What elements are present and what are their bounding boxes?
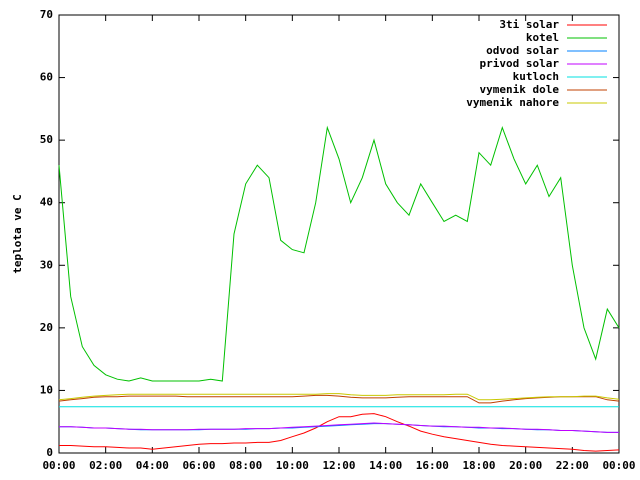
x-tick-label: 00:00 — [602, 459, 635, 472]
x-tick-label: 08:00 — [229, 459, 262, 472]
legend-label: privod solar — [480, 57, 560, 70]
series-line — [58, 394, 620, 404]
x-tick-label: 04:00 — [136, 459, 169, 472]
x-tick-label: 02:00 — [89, 459, 122, 472]
series-line — [59, 413, 620, 452]
series-line — [59, 422, 619, 433]
series-line — [58, 393, 620, 401]
y-tick-label: 10 — [40, 383, 53, 396]
x-tick-label: 06:00 — [182, 459, 215, 472]
legend-label: odvod solar — [486, 44, 559, 57]
x-tick-label: 22:00 — [556, 459, 589, 472]
legend-label: vymenik dole — [480, 83, 560, 96]
x-tick-label: 12:00 — [322, 459, 355, 472]
legend-label: vymenik nahore — [466, 96, 559, 109]
y-tick-label: 50 — [40, 133, 53, 146]
y-tick-label: 0 — [46, 446, 53, 459]
y-tick-label: 20 — [40, 321, 53, 334]
legend-label: kutloch — [513, 70, 559, 83]
x-tick-label: 14:00 — [369, 459, 402, 472]
series-line — [58, 125, 620, 382]
legend-label: kotel — [526, 31, 559, 44]
y-tick-label: 60 — [40, 71, 53, 84]
x-tick-label: 00:00 — [42, 459, 75, 472]
x-tick-label: 10:00 — [276, 459, 309, 472]
x-tick-label: 16:00 — [416, 459, 449, 472]
y-tick-label: 40 — [40, 196, 53, 209]
legend-label: 3ti solar — [499, 18, 559, 31]
x-tick-label: 18:00 — [462, 459, 495, 472]
y-axis-label: teplota ve C — [11, 194, 24, 273]
y-tick-label: 30 — [40, 258, 53, 271]
y-tick-label: 70 — [40, 8, 53, 21]
x-tick-label: 20:00 — [509, 459, 542, 472]
